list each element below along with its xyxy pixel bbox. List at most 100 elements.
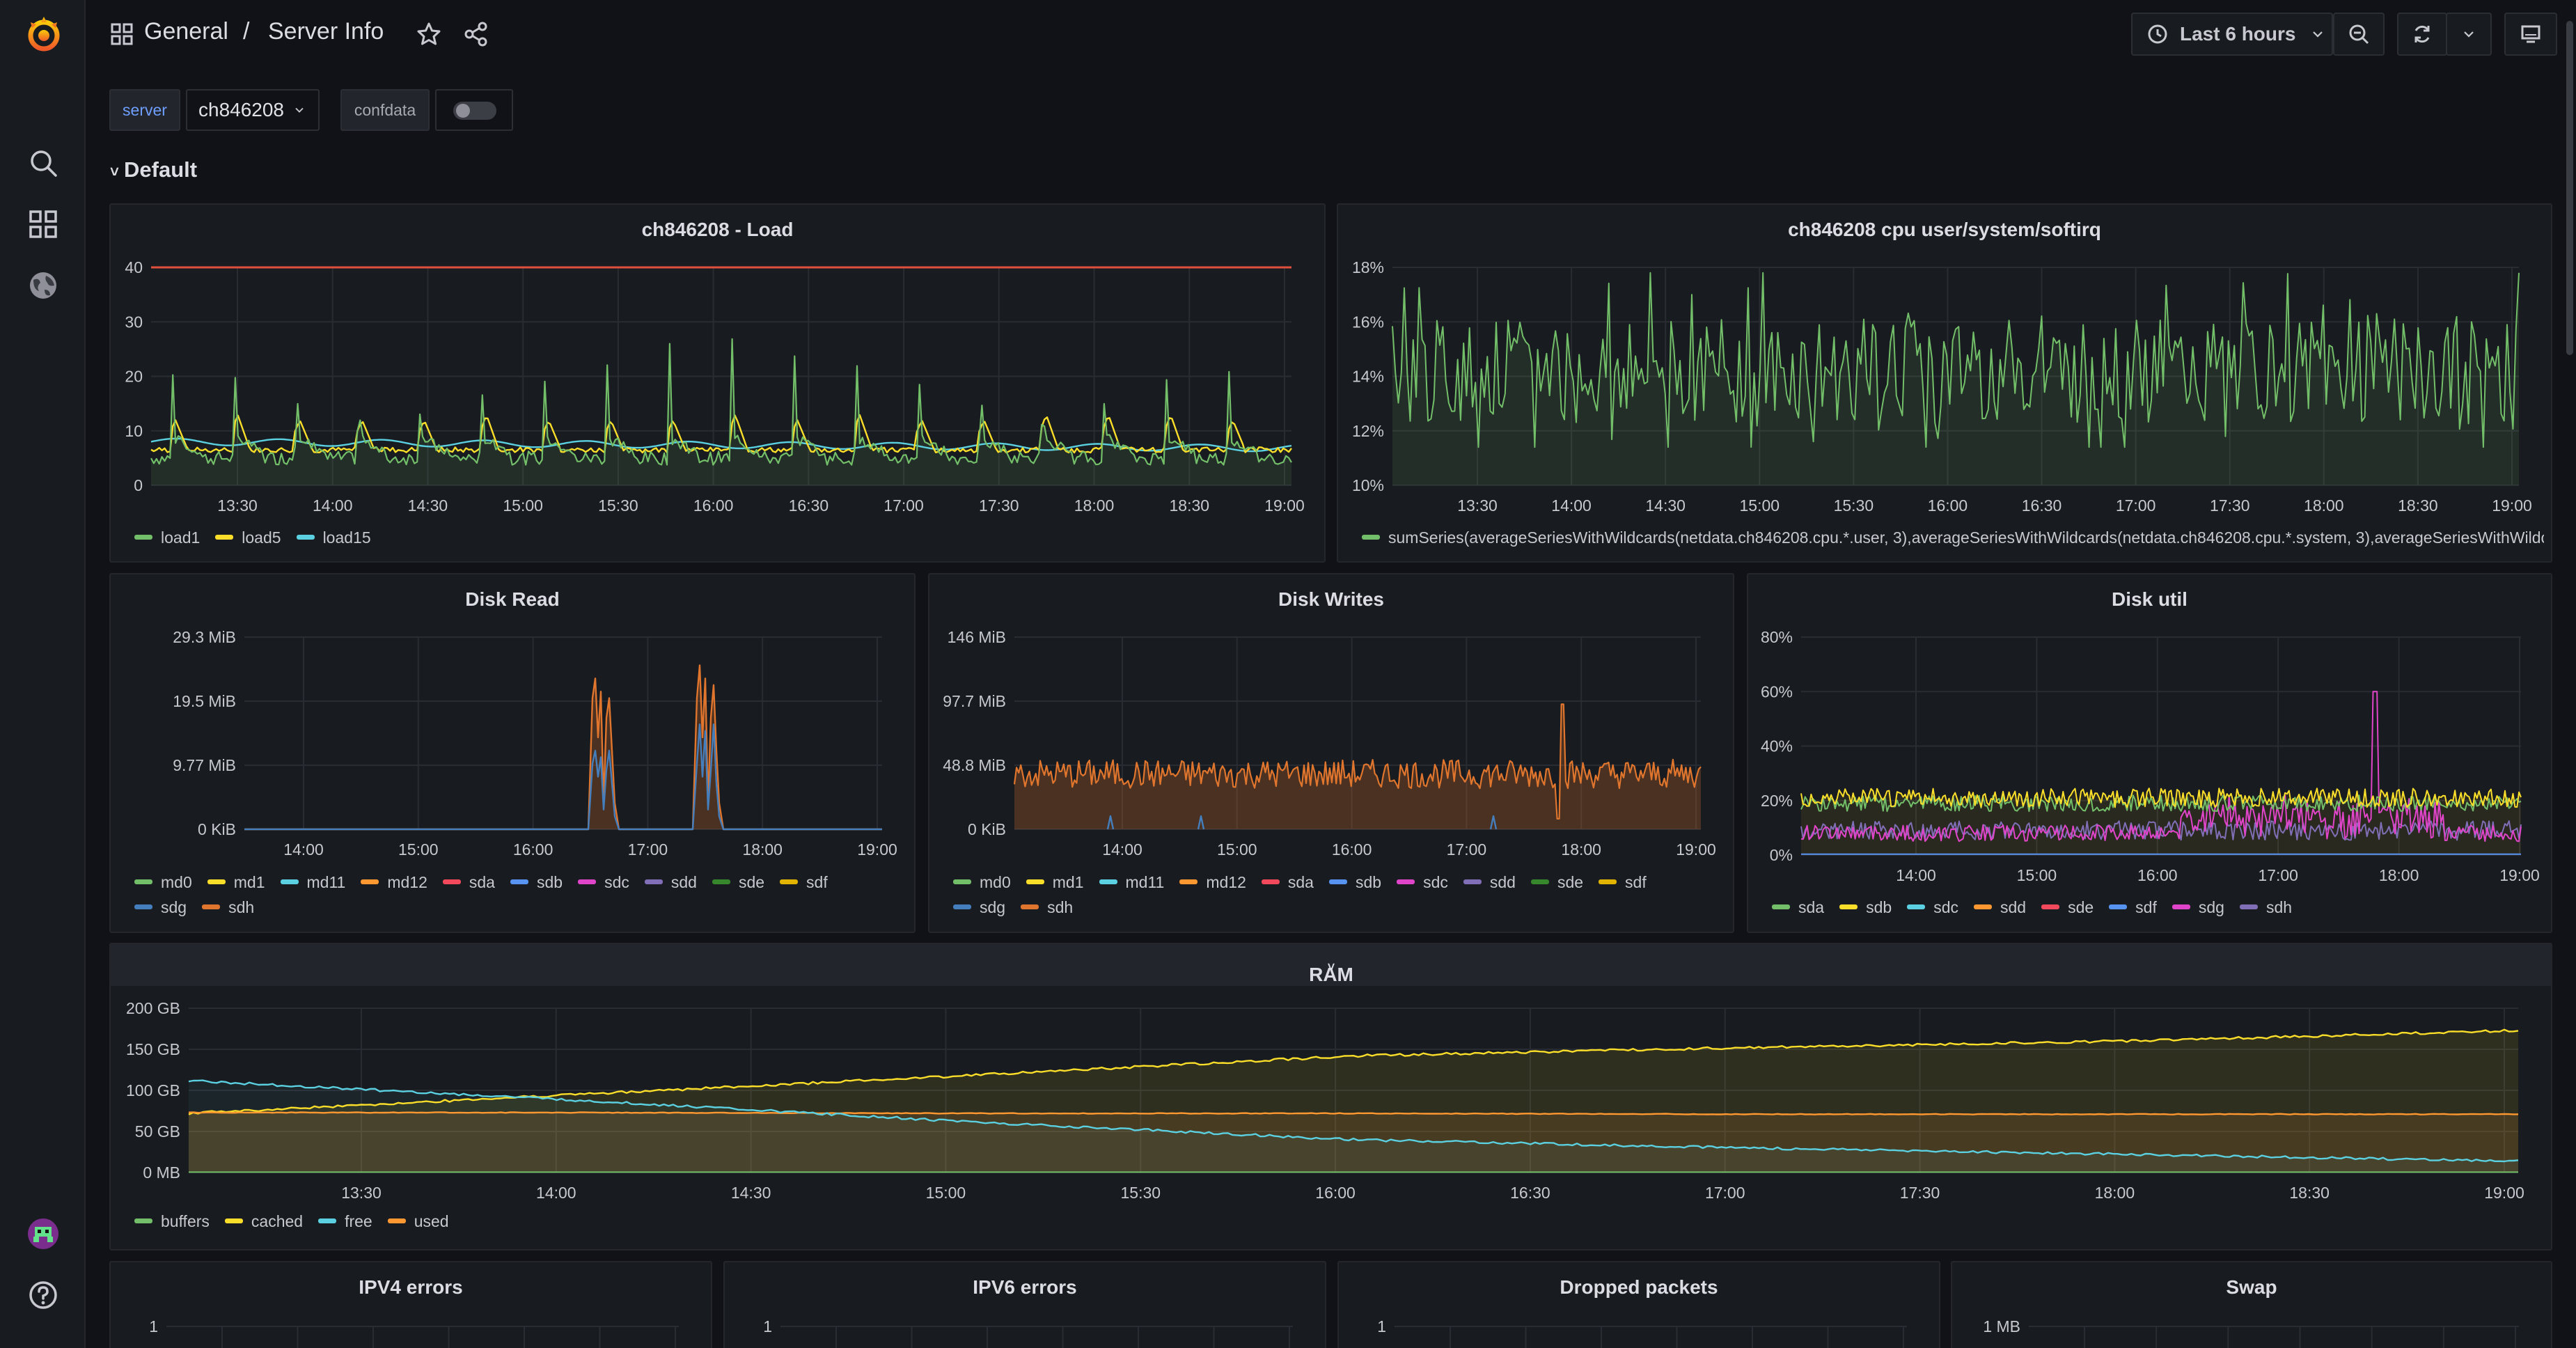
legend-item[interactable]: sdg [953, 895, 1005, 920]
legend-swatch [1328, 879, 1347, 885]
legend-swatch [780, 879, 799, 885]
legend-item[interactable]: used [387, 1209, 449, 1234]
legend-label: sdc [1933, 898, 1958, 916]
legend-label: md0 [161, 873, 192, 891]
panel-title: Disk Writes [1278, 588, 1384, 610]
x-tick-label: 15:00 [2017, 866, 2057, 884]
legend-item[interactable]: cached [224, 1209, 303, 1234]
dashboard-title[interactable]: Server Info [268, 18, 384, 45]
share-icon[interactable] [463, 21, 489, 47]
legend-item[interactable]: sdf [780, 870, 828, 895]
legend-item[interactable]: sdh [1021, 895, 1073, 920]
legend-label: sumSeries(averageSeriesWithWildcards(net… [1388, 528, 2544, 547]
ram-panel-header[interactable]: RAM ˅ [110, 944, 2552, 986]
legend-item[interactable]: sda [1261, 870, 1314, 895]
help-icon[interactable] [26, 1278, 60, 1312]
panel-cpu[interactable]: ch846208 cpu user/system/softirq 18% 16% 1… [1337, 203, 2552, 563]
panel-dropped-packets[interactable]: Dropped packets 1 [1337, 1261, 1940, 1348]
row-default[interactable]: ˅ Default [110, 157, 197, 182]
legend-item[interactable]: md11 [280, 870, 345, 895]
breadcrumb-folder[interactable]: General [144, 18, 228, 45]
legend-item[interactable]: load1 [134, 525, 200, 550]
legend-swatch [1179, 879, 1198, 885]
star-icon[interactable] [416, 21, 442, 47]
legend-item[interactable]: sdf [2109, 895, 2157, 920]
legend-label: md1 [1052, 873, 1084, 891]
panel-disk-read[interactable]: Disk Read 29.3 MiB 19.5 MiB 9.77 MiB 0 KiB 1… [109, 573, 916, 933]
time-range-picker[interactable]: Last 6 hours [2131, 13, 2333, 56]
x-tick-label: 19:00 [2499, 866, 2540, 884]
legend-item[interactable]: sdc [1397, 870, 1448, 895]
legend-item[interactable]: sde [1530, 870, 1583, 895]
legend-item[interactable]: sdd [644, 870, 697, 895]
legend-item[interactable]: sda [442, 870, 495, 895]
y-tick-label: 0 [134, 476, 143, 494]
x-tick-label: 17:30 [2210, 496, 2250, 515]
legend-label: sde [2068, 898, 2094, 916]
x-tick-label: 14:30 [1645, 496, 1686, 515]
tv-mode-button[interactable] [2504, 13, 2557, 56]
explore-globe-icon[interactable] [26, 269, 60, 302]
legend-item[interactable]: md0 [953, 870, 1011, 895]
panel-load[interactable]: ch846208 - Load 40 30 20 10 0 13:30 14:00 14:30… [109, 203, 1326, 563]
legend-item[interactable]: md11 [1099, 870, 1164, 895]
legend-item[interactable]: sdb [1328, 870, 1381, 895]
legend-item[interactable]: sdc [578, 870, 629, 895]
x-tick-label: 19:00 [2484, 1184, 2524, 1202]
legend-item[interactable]: sdg [2171, 895, 2224, 920]
zoom-out-button[interactable] [2333, 13, 2385, 56]
server-variable-select[interactable]: ch846208 [186, 89, 320, 131]
legend-swatch [1973, 904, 1992, 910]
legend-item[interactable]: sde [712, 870, 764, 895]
legend-item[interactable]: load15 [296, 525, 371, 550]
load-chart: 40 30 20 10 0 13:30 14:00 14:30 15:00 15:30 16:00 1… [125, 258, 1304, 515]
legend-item[interactable]: sdf [1599, 870, 1647, 895]
legend-item[interactable]: sdd [1973, 895, 2026, 920]
page-scrollbar[interactable] [2566, 21, 2573, 355]
legend-item[interactable]: md1 [1026, 870, 1084, 895]
legend-swatch [1463, 879, 1482, 885]
legend-label: sdh [1047, 898, 1074, 916]
x-tick-label: 17:00 [883, 496, 924, 515]
search-icon[interactable] [26, 146, 60, 180]
legend-item[interactable]: sdd [1463, 870, 1516, 895]
zoom-out-icon [2348, 23, 2370, 45]
legend-item[interactable]: free [318, 1209, 372, 1234]
disk-read-chart: 29.3 MiB 19.5 MiB 9.77 MiB 0 KiB 14:00 15:00 1… [173, 628, 897, 859]
legend-label: buffers [161, 1212, 210, 1230]
legend-item[interactable]: sde [2041, 895, 2094, 920]
legend-item[interactable]: md1 [207, 870, 265, 895]
legend-item[interactable]: sdb [510, 870, 563, 895]
legend-item[interactable]: sumSeries(averageSeriesWithWildcards(net… [1362, 525, 2544, 550]
x-tick-label: 14:00 [1102, 840, 1142, 859]
legend-item[interactable]: sdc [1907, 895, 1958, 920]
legend-item[interactable]: sdb [1839, 895, 1892, 920]
legend-item[interactable]: md12 [361, 870, 427, 895]
refresh-interval-dropdown[interactable] [2446, 13, 2492, 56]
legend-item[interactable]: buffers [134, 1209, 210, 1234]
user-avatar-icon[interactable] [26, 1217, 60, 1251]
panel-ram[interactable]: 200 GB 150 GB 100 GB 50 GB 0 MB 13:30 14:00 14:… [109, 943, 2552, 1251]
series-sdb [1800, 787, 2522, 808]
panel-ipv4-errors[interactable]: IPV4 errors 1 [109, 1261, 712, 1348]
legend-item[interactable]: sdh [2239, 895, 2292, 920]
legend-item[interactable]: sdh [202, 895, 254, 920]
dashboards-icon[interactable] [26, 207, 60, 241]
confdata-toggle-switch[interactable] [453, 102, 496, 120]
legend-item[interactable]: md0 [134, 870, 192, 895]
refresh-button[interactable] [2397, 13, 2447, 56]
y-tick-label: 48.8 MiB [943, 756, 1006, 774]
panel-ipv6-errors[interactable]: IPV6 errors 1 [723, 1261, 1326, 1348]
legend-swatch [578, 879, 597, 885]
legend-item[interactable]: sda [1772, 895, 1824, 920]
legend-swatch [1530, 879, 1549, 885]
legend-item[interactable]: sdg [134, 895, 187, 920]
panel-disk-writes[interactable]: Disk Writes 146 MiB 97.7 MiB 48.8 MiB 0 KiB… [928, 573, 1734, 933]
legend-label: sde [738, 873, 765, 891]
panel-disk-util[interactable]: Disk util 80% 60% 40% 20% 0% 14:00 15:00 16:00 1… [1747, 573, 2552, 933]
x-tick-label: 13:30 [217, 496, 258, 515]
panel-swap[interactable]: Swap 1 MB [1951, 1261, 2552, 1348]
legend-item[interactable]: md12 [1179, 870, 1246, 895]
grafana-logo-icon[interactable] [25, 14, 63, 54]
legend-item[interactable]: load5 [215, 525, 281, 550]
